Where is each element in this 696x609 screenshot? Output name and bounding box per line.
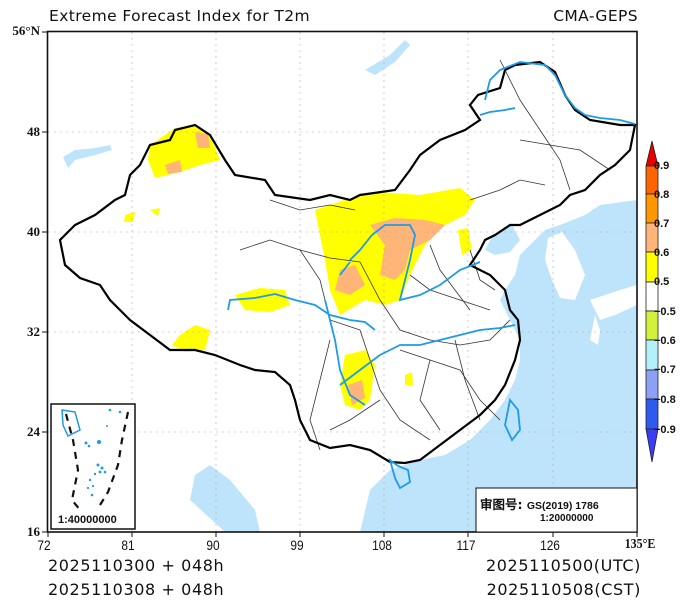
approval-label: 审图号:	[480, 497, 523, 512]
x-tick-label: 126	[540, 537, 560, 553]
approval-code: GS(2019) 1786	[526, 500, 599, 512]
y-tick-label: 16	[27, 524, 40, 539]
init-time-utc: 2025110300 + 048h	[48, 556, 225, 575]
colorbar-label: 0.6	[654, 247, 670, 259]
colorbar-label: −0.7	[654, 364, 676, 376]
colorbar-label: 0.9	[654, 160, 670, 172]
colorbar-label: −0.5	[654, 306, 676, 318]
valid-time-utc: 2025110500(UTC)	[486, 556, 641, 575]
korea-peninsula	[545, 232, 585, 300]
colorbar-label: −0.8	[654, 394, 676, 406]
chart-title: Extreme Forecast Index for T2m	[49, 7, 310, 25]
south-china-sea-inset	[50, 403, 136, 530]
model-source: CMA-GEPS	[553, 7, 638, 25]
efi-shading	[124, 125, 475, 410]
japan	[590, 285, 637, 345]
inset-scale: 1:40000000	[58, 514, 117, 526]
x-tick-label: 72	[37, 537, 51, 553]
colorbar	[645, 140, 659, 463]
x-tick-label: 108	[372, 537, 392, 553]
colorbar-label: 0.8	[654, 189, 670, 201]
rivers	[227, 61, 636, 490]
lake-baikal	[365, 40, 410, 75]
init-time-cst: 2025110308 + 048h	[48, 580, 225, 599]
province-boundaries	[239, 59, 611, 451]
y-tick-label: 24	[27, 424, 40, 439]
sea-south-west	[190, 465, 260, 532]
y-tick-label: 32	[27, 324, 40, 339]
china-border	[58, 60, 637, 465]
colorbar-label: −0.6	[654, 335, 676, 347]
valid-time-cst: 2025110508(CST)	[486, 580, 641, 599]
colorbar-label: 0.7	[654, 218, 670, 230]
y-tick-label: 40	[27, 224, 40, 239]
y-tick-label: 56°N	[12, 23, 40, 38]
x-tick-label: 90	[206, 537, 220, 553]
colorbar-label: 0.5	[654, 276, 670, 288]
bohai-sea	[485, 225, 520, 255]
map-scale: 1:20000000	[540, 513, 594, 524]
x-tick-label: 135°E	[624, 537, 656, 552]
x-tick-label: 117	[456, 537, 476, 553]
x-tick-label: 99	[290, 537, 304, 553]
map-approval-number: 审图号: GS(2019) 1786	[480, 494, 599, 513]
axis-ticks	[42, 31, 638, 537]
graticule	[48, 32, 637, 532]
x-tick-label: 81	[121, 537, 135, 553]
lake-balkhash	[63, 145, 112, 168]
colorbar-label: −0.9	[654, 424, 676, 436]
y-tick-label: 48	[27, 124, 40, 139]
